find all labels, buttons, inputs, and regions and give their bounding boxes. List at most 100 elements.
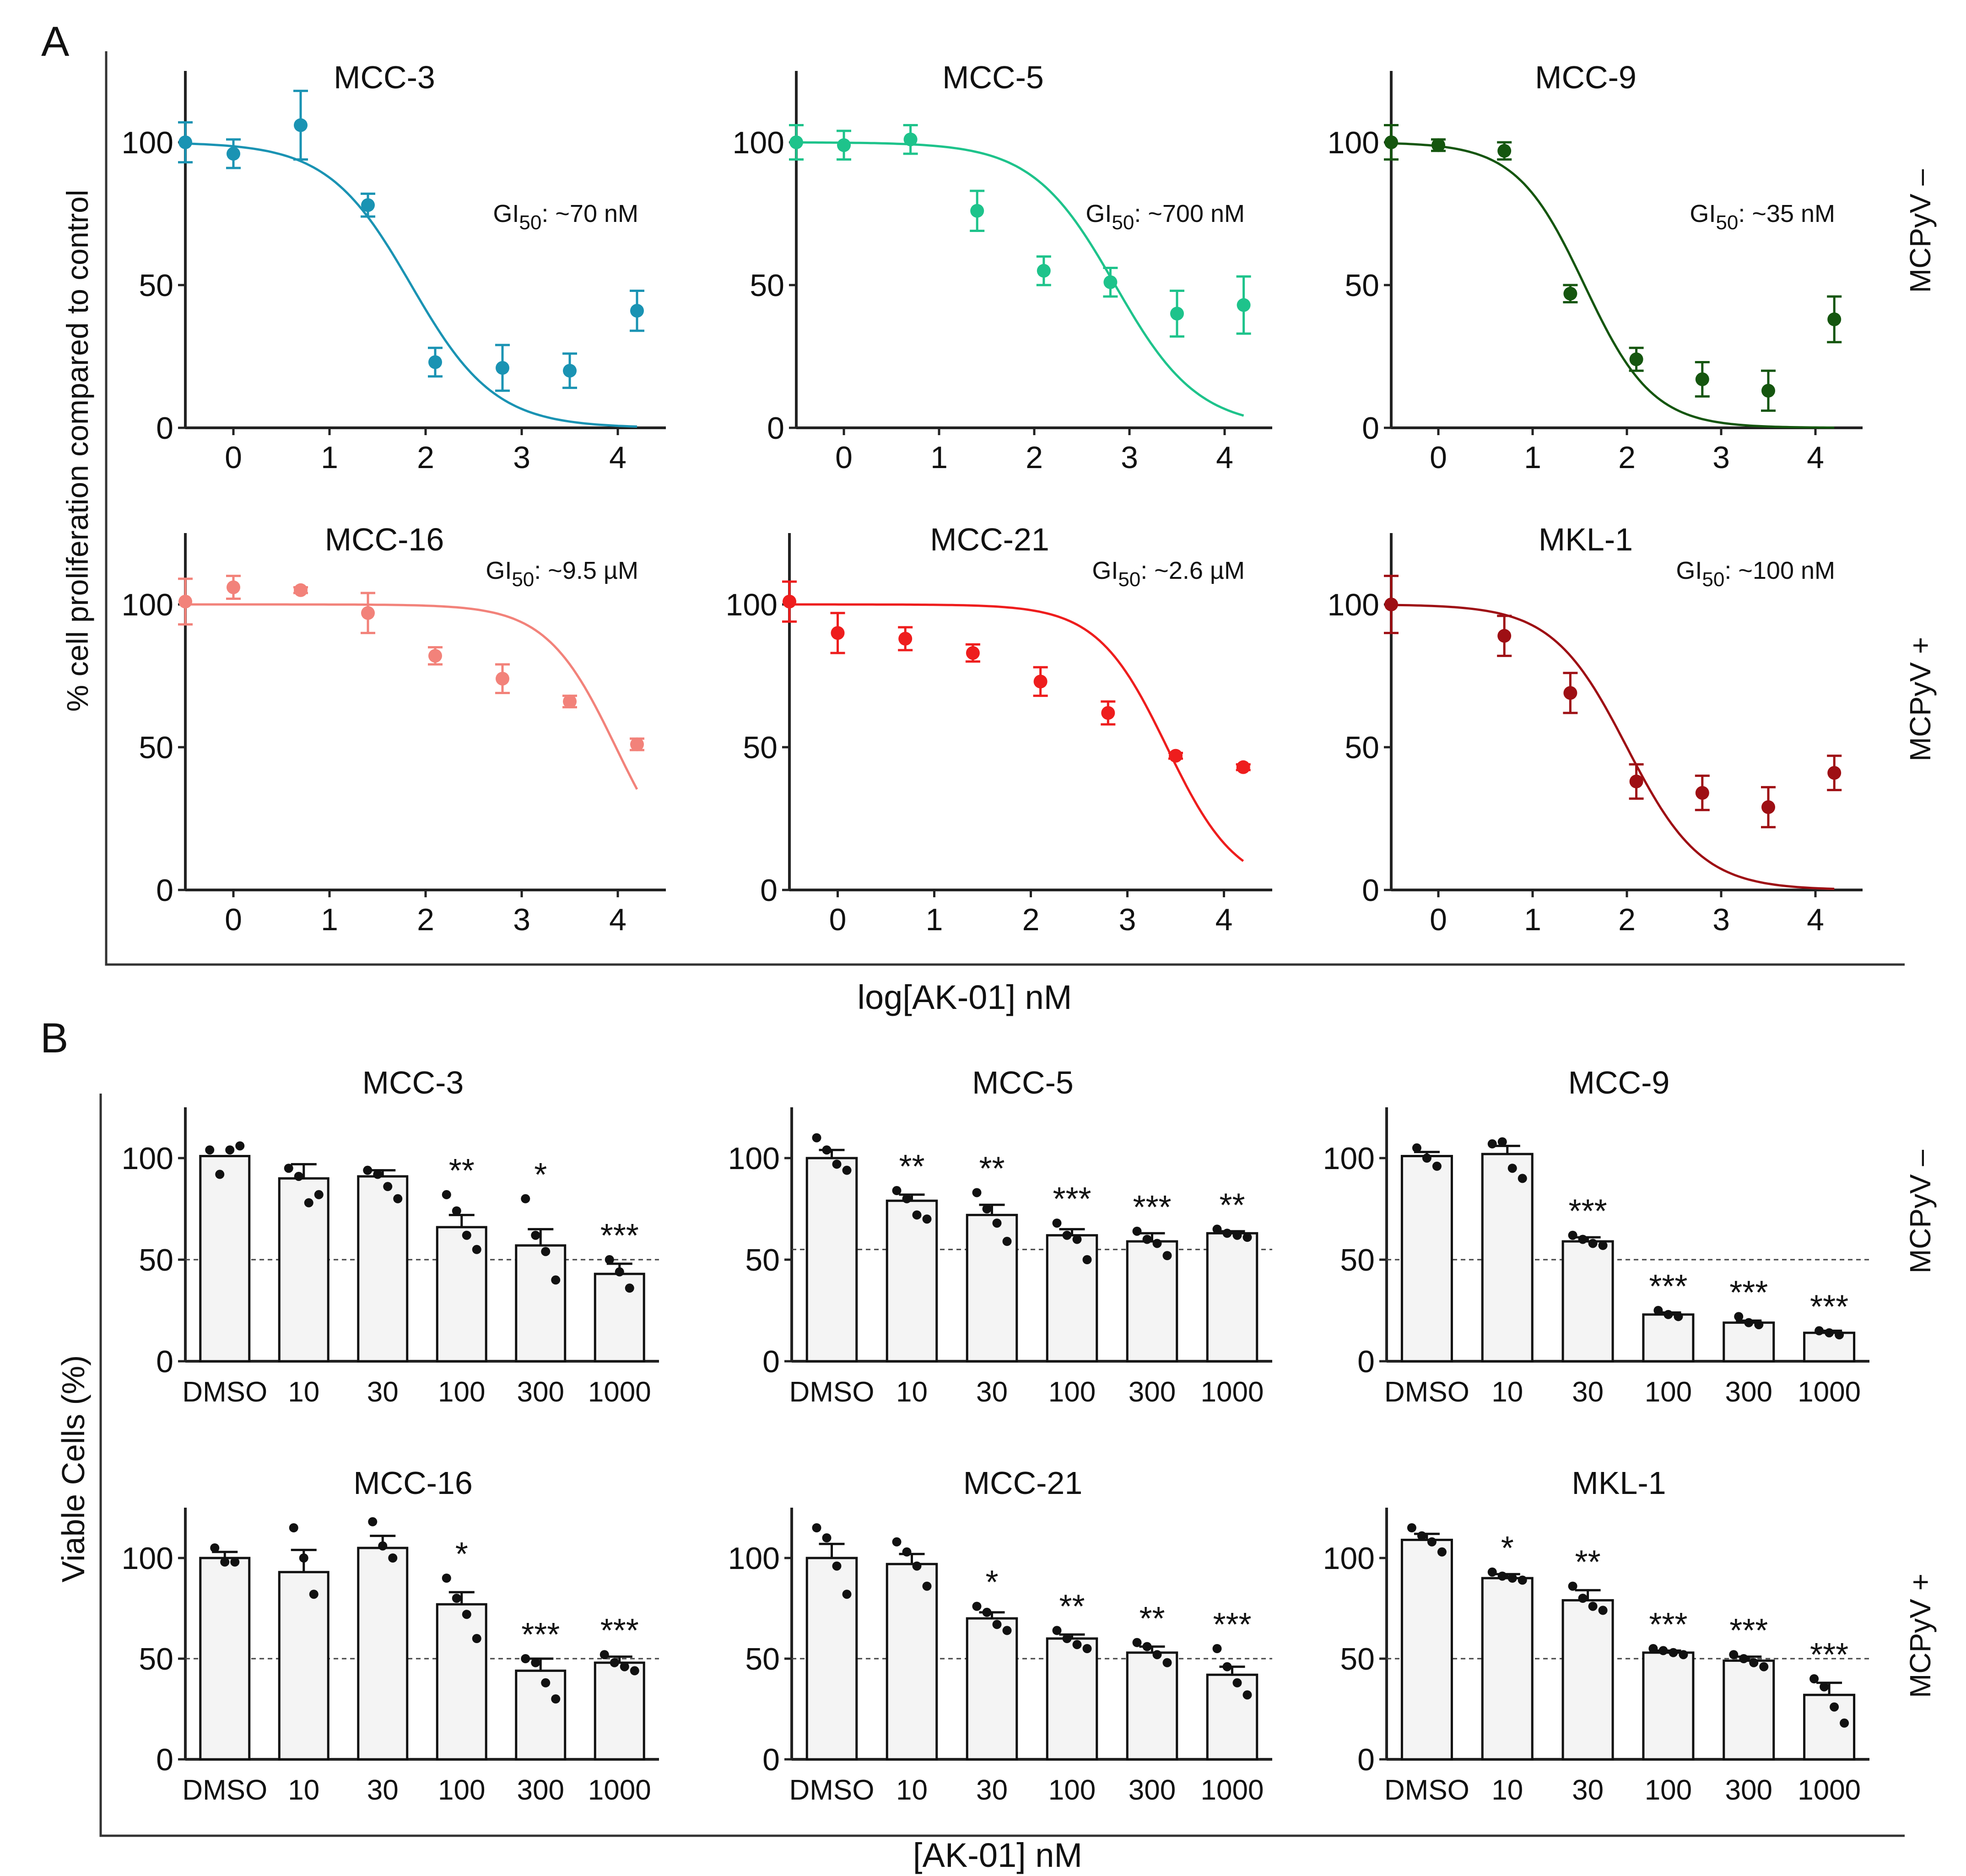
data-point: [903, 132, 918, 146]
replicate-point: [1082, 1255, 1092, 1264]
gi50-annotation: GI50: ~100 nM: [1676, 557, 1835, 591]
replicate-point: [605, 1255, 614, 1264]
replicate-point: [531, 1658, 540, 1667]
gi50-prefix: GI: [493, 200, 519, 227]
data-point: [361, 606, 375, 620]
bar: [805, 1157, 858, 1363]
replicate-point: [1437, 1547, 1447, 1557]
category-label: 300: [517, 1376, 564, 1408]
y-tick-label: 0: [156, 873, 173, 908]
data-point: [1384, 598, 1398, 611]
replicate-point: [1162, 1658, 1172, 1667]
significance-label: *: [985, 1564, 998, 1601]
y-tick-label: 100: [1328, 125, 1379, 160]
x-tick-label: 4: [609, 902, 627, 937]
replicate-point: [1232, 1230, 1242, 1240]
replicate-point: [842, 1165, 852, 1175]
chart-title: MCC-16: [325, 522, 444, 557]
replicate-point: [541, 1678, 551, 1687]
replicate-point: [304, 1198, 313, 1208]
replicate-point: [982, 1204, 992, 1213]
x-tick-label: 1: [1524, 440, 1541, 475]
bar: [1803, 1693, 1856, 1761]
significance-label: **: [449, 1153, 475, 1189]
replicate-point: [1082, 1644, 1092, 1653]
significance-label: **: [1575, 1544, 1601, 1581]
replicate-point: [462, 1610, 471, 1619]
replicate-point: [294, 1171, 303, 1181]
gi50-value: : ~35 nM: [1738, 200, 1835, 227]
replicate-point: [1518, 1174, 1527, 1183]
data-point: [1497, 629, 1512, 643]
row-label-mcpyv-pos-a: MCPyV +: [1904, 637, 1937, 761]
category-label: 30: [367, 1376, 399, 1408]
replicate-point: [892, 1186, 902, 1196]
replicate-point: [615, 1267, 624, 1277]
data-point: [1827, 312, 1842, 326]
replicate-point: [225, 1145, 235, 1155]
replicate-point: [1598, 1240, 1608, 1250]
significance-label: ***: [1213, 1606, 1251, 1643]
replicate-point: [1152, 1239, 1162, 1248]
category-label: 100: [1048, 1774, 1096, 1806]
category-label: 30: [367, 1774, 399, 1806]
bar: [515, 1244, 567, 1363]
category-label: 30: [1572, 1774, 1604, 1806]
replicate-point: [972, 1601, 982, 1611]
category-label: DMSO: [1384, 1774, 1469, 1806]
bar: [1126, 1651, 1178, 1761]
replicate-point: [1744, 1318, 1754, 1327]
x-tick-label: 3: [513, 902, 530, 937]
category-label: DMSO: [182, 1774, 267, 1806]
bar: [199, 1155, 251, 1363]
replicate-point: [1734, 1312, 1744, 1321]
y-tick-label: 100: [122, 588, 173, 622]
y-tick-label: 100: [1323, 1541, 1375, 1576]
data-point: [1237, 298, 1251, 312]
replicate-point: [1222, 1662, 1232, 1671]
significance-label: **: [1059, 1588, 1085, 1625]
replicate-point: [235, 1141, 245, 1151]
chart-title: MCC-9: [1568, 1065, 1670, 1100]
y-tick-label: 50: [1345, 268, 1379, 303]
gi50-prefix: GI: [1690, 200, 1716, 227]
replicate-point: [822, 1145, 832, 1155]
category-label: 100: [438, 1774, 485, 1806]
replicate-point: [284, 1164, 293, 1173]
replicate-point: [1840, 1718, 1849, 1728]
y-tick-label: 0: [1362, 873, 1379, 908]
bar: [1400, 1155, 1453, 1363]
replicate-point: [373, 1170, 383, 1179]
replicate-point: [1809, 1674, 1819, 1683]
category-label: 10: [288, 1376, 319, 1408]
gi50-subscript: 50: [519, 211, 541, 234]
replicate-point: [1820, 1682, 1829, 1692]
gi50-annotation: GI50: ~35 nM: [1690, 200, 1835, 234]
gi50-value: : ~100 nM: [1724, 557, 1835, 584]
replicate-point: [922, 1581, 932, 1591]
y-tick-label: 100: [726, 588, 778, 622]
replicate-point: [812, 1523, 821, 1532]
category-label: 100: [1645, 1774, 1692, 1806]
gi50-prefix: GI: [1676, 557, 1702, 584]
y-tick-label: 0: [762, 1742, 780, 1777]
category-label: 300: [517, 1774, 564, 1806]
data-point: [294, 118, 308, 132]
x-tick-label: 4: [1216, 440, 1233, 475]
y-tick-label: 100: [728, 1541, 780, 1576]
category-label: 10: [896, 1774, 928, 1806]
replicate-point: [205, 1145, 215, 1155]
x-tick-label: 2: [1618, 902, 1636, 937]
replicate-point: [1417, 1531, 1426, 1541]
replicate-point: [822, 1533, 832, 1542]
data-point: [1169, 749, 1183, 763]
y-tick-label: 0: [1357, 1344, 1375, 1379]
replicate-point: [892, 1537, 902, 1547]
x-tick-label: 0: [1430, 902, 1447, 937]
replicate-point: [1212, 1224, 1222, 1234]
replicate-point: [1212, 1644, 1222, 1653]
replicate-point: [1052, 1218, 1062, 1228]
significance-label: ***: [1729, 1274, 1768, 1311]
x-tick-label: 1: [1524, 902, 1541, 937]
